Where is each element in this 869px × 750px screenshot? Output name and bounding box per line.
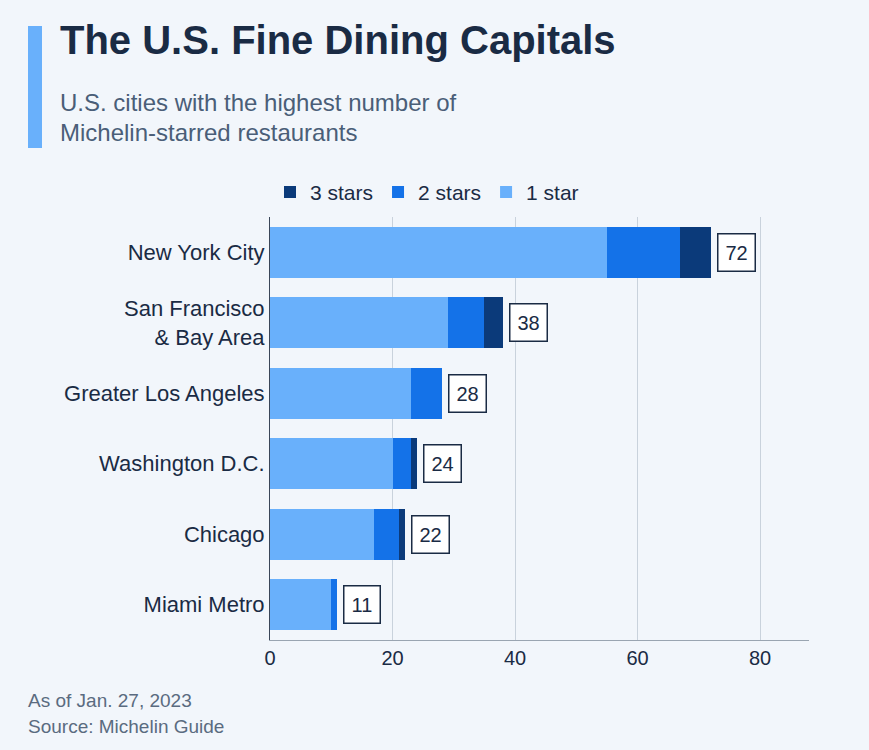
svg-text:40: 40 xyxy=(504,647,526,669)
svg-text:38: 38 xyxy=(518,312,540,334)
svg-text:11: 11 xyxy=(352,594,373,616)
svg-text:28: 28 xyxy=(457,383,479,405)
svg-text:Greater Los Angeles: Greater Los Angeles xyxy=(64,381,265,406)
html-text:The U.S. Fine Dining Capitals: The U.S. Fine Dining Capitals xyxy=(60,18,616,62)
html-text:U.S. cities with the highest n: U.S. cities with the highest number of M… xyxy=(60,89,457,146)
svg-text:2 stars: 2 stars xyxy=(418,181,481,204)
svg-text:Miami Metro: Miami Metro xyxy=(144,592,265,617)
svg-text:72: 72 xyxy=(726,242,748,264)
svg-text:3 stars: 3 stars xyxy=(310,181,373,204)
svg-text:New York City: New York City xyxy=(128,240,265,265)
svg-text:San Francisco& Bay Area: San Francisco& Bay Area xyxy=(124,296,265,350)
svg-text:Chicago: Chicago xyxy=(184,522,265,547)
svg-text:80: 80 xyxy=(749,647,771,669)
svg-text:24: 24 xyxy=(432,453,454,475)
svg-text:Washington D.C.: Washington D.C. xyxy=(99,451,264,476)
svg-text:60: 60 xyxy=(626,647,648,669)
svg-text:1 star: 1 star xyxy=(526,181,579,204)
svg-text:22: 22 xyxy=(420,524,442,546)
html-text:Source: Michelin Guide: Source: Michelin Guide xyxy=(28,716,225,737)
svg-text:0: 0 xyxy=(264,647,275,669)
html-text:As of Jan. 27, 2023: As of Jan. 27, 2023 xyxy=(28,690,192,711)
svg-text:20: 20 xyxy=(381,647,403,669)
